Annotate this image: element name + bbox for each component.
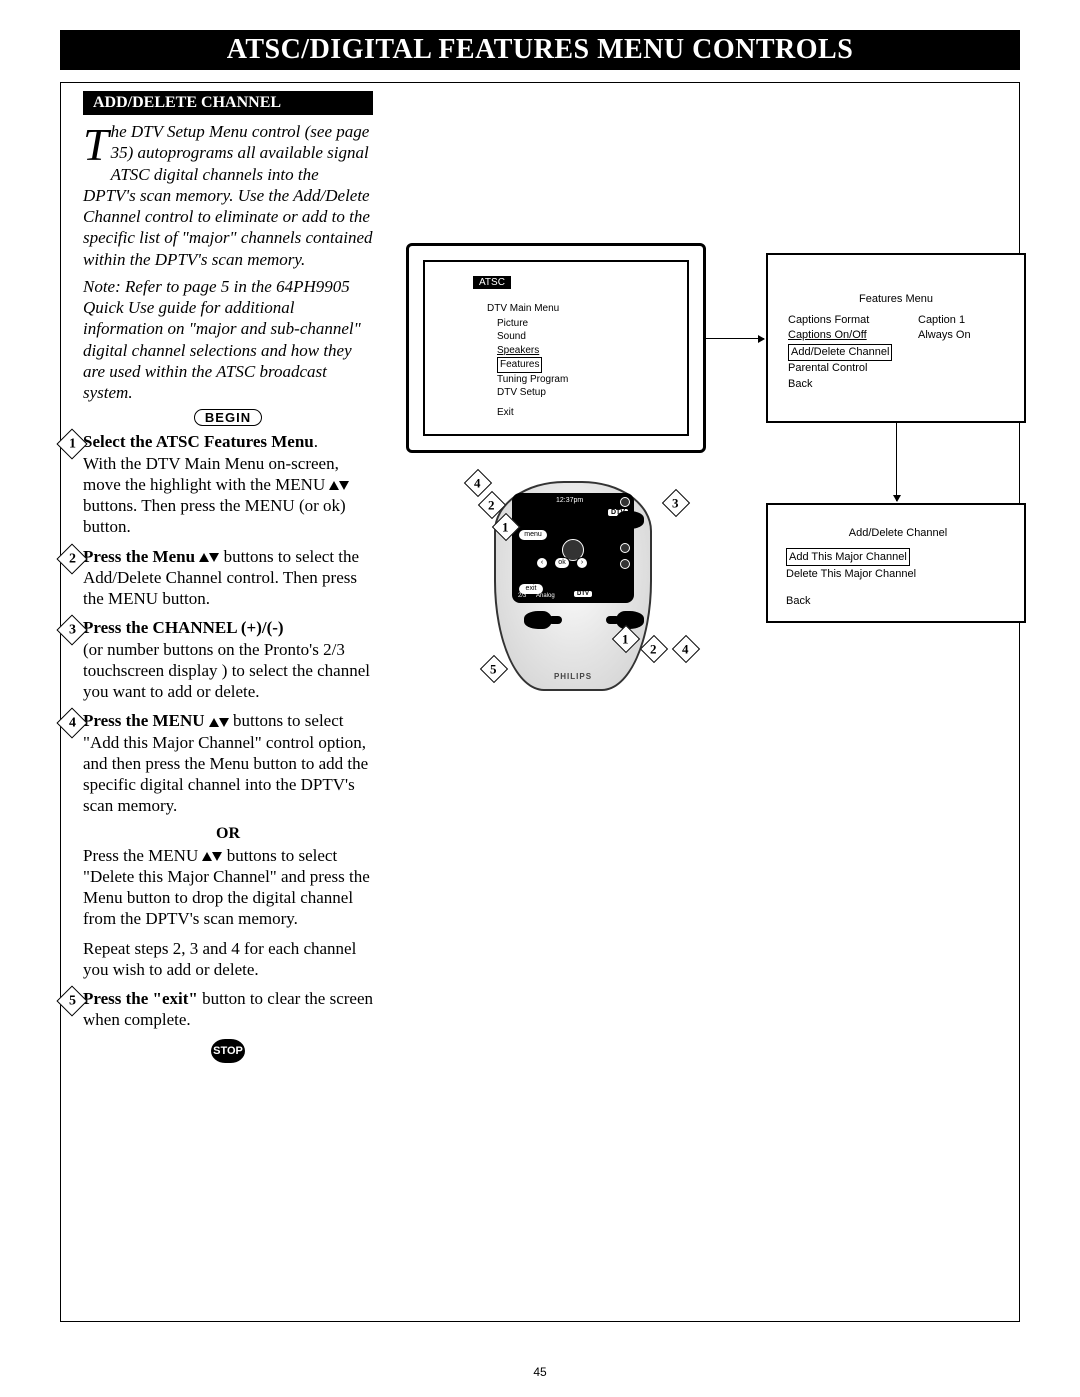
page-number: 45 <box>0 1365 1080 1379</box>
features-menu-title: Features Menu <box>768 293 1024 305</box>
left-button[interactable]: ‹ <box>536 557 548 569</box>
step-1-body: With the DTV Main Menu on-screen, move t… <box>83 454 349 537</box>
tv-menu-header: DTV Main Menu <box>487 302 568 316</box>
step-4-repeat: Repeat steps 2, 3 and 4 for each channel… <box>83 938 373 981</box>
content-frame: ADD/DELETE CHANNEL The DTV Setup Menu co… <box>60 82 1020 1322</box>
note-paragraph: Note: Refer to page 5 in the 64PH9905 Qu… <box>83 276 373 404</box>
adddelete-row: Delete This Major Channel <box>786 566 1028 583</box>
step-1: 1 Select the ATSC Features Menu. With th… <box>83 431 373 537</box>
analog-label: Analog <box>536 593 555 599</box>
tv-menu-item: DTV Setup <box>487 386 568 400</box>
tv-menu-item: Tuning Program <box>487 373 568 387</box>
tv-menu-item: Picture <box>487 317 568 331</box>
step-5-bold: Press the "exit" <box>83 989 198 1008</box>
step-3-body: (or number buttons on the Pronto's 2/3 t… <box>83 640 370 702</box>
ok-button[interactable]: ok <box>554 557 570 569</box>
tv-frame: ATSC DTV Main Menu Picture Sound Speaker… <box>406 243 706 453</box>
features-menu-box: Features Menu Captions FormatCaption 1 C… <box>766 253 1026 423</box>
hand-icon <box>524 611 552 629</box>
callout-4: 4 <box>464 469 492 497</box>
page-title: ATSC/DIGITAL FEATURES MENU CONTROLS <box>60 30 1020 70</box>
step-4-bold: Press the MENU <box>83 711 229 730</box>
adddelete-menu-box: Add/Delete Channel Add This Major Channe… <box>766 503 1026 623</box>
callout-2b: 2 <box>640 635 668 663</box>
right-button[interactable]: › <box>576 557 588 569</box>
adddelete-row: Back <box>786 593 1028 610</box>
adddelete-menu-rows: Add/Delete Channel Add This Major Channe… <box>786 525 1028 609</box>
features-row: Back <box>788 377 971 392</box>
tv-menu-list: DTV Main Menu Picture Sound Speakers Fea… <box>487 302 568 419</box>
section-heading: ADD/DELETE CHANNEL <box>83 91 373 115</box>
step-4: 4 Press the MENU buttons to select "Add … <box>83 710 373 816</box>
callout-3: 3 <box>662 489 690 517</box>
tv-menu-item-selected: Features <box>487 357 568 373</box>
dropcap: T <box>83 125 109 164</box>
step-1-bold: Select the ATSC Features Menu <box>83 432 314 451</box>
features-row-selected: Add/Delete Channel <box>788 344 971 361</box>
arrow-icon <box>896 423 897 501</box>
instructions-column: ADD/DELETE CHANNEL The DTV Setup Menu co… <box>83 91 373 1067</box>
callout-4b: 4 <box>672 635 700 663</box>
remote-illustration: PHILIPS 12:37pm DTV menu ok ‹ › exit 2/3… <box>466 481 686 701</box>
hand-icon <box>616 511 644 529</box>
brand-label: PHILIPS <box>496 672 650 681</box>
adddelete-title: Add/Delete Channel <box>768 525 1028 542</box>
remote-time: 12:37pm <box>556 497 583 504</box>
menu-button[interactable]: menu <box>518 529 548 541</box>
tv-screen: ATSC DTV Main Menu Picture Sound Speaker… <box>423 260 689 436</box>
corner-icon <box>988 32 1018 62</box>
adddelete-row-selected: Add This Major Channel <box>786 548 1028 567</box>
features-row: Parental Control <box>788 361 971 376</box>
channel-up-icon[interactable] <box>620 497 630 507</box>
manual-page: ATSC/DIGITAL FEATURES MENU CONTROLS ADD/… <box>0 0 1080 1397</box>
step-5: 5 Press the "exit" button to clear the s… <box>83 988 373 1031</box>
features-row: Captions FormatCaption 1 <box>788 313 971 328</box>
vol-up-icon[interactable] <box>620 543 630 553</box>
tv-menu-item: Sound <box>487 330 568 344</box>
intro-text: he DTV Setup Menu control (see page 35) … <box>83 122 373 269</box>
step-3-bold: Press the CHANNEL (+)/(-) <box>83 618 284 637</box>
arrow-icon <box>706 338 764 339</box>
tv-menu-item: Speakers <box>487 344 568 358</box>
dtv-label: DTV <box>574 591 592 597</box>
features-row: Captions On/OffAlways On <box>788 328 971 343</box>
step-3: 3 Press the CHANNEL (+)/(-) (or number b… <box>83 617 373 702</box>
step-2: 2 Press the Menu buttons to select the A… <box>83 546 373 610</box>
hand-icon <box>616 611 644 629</box>
illustration-area: ATSC DTV Main Menu Picture Sound Speaker… <box>406 223 1026 743</box>
twothree-label: 2/3 <box>518 593 526 599</box>
begin-badge: BEGIN <box>83 409 373 427</box>
stop-badge: STOP <box>83 1039 373 1063</box>
features-menu-rows: Captions FormatCaption 1 Captions On/Off… <box>788 313 971 392</box>
intro-paragraph: The DTV Setup Menu control (see page 35)… <box>83 121 373 270</box>
or-label: OR <box>83 825 373 843</box>
vol-down-icon[interactable] <box>620 559 630 569</box>
tv-menu-exit: Exit <box>487 406 568 420</box>
step-2-bold: Press the Menu <box>83 547 219 566</box>
remote-screen: 12:37pm DTV menu ok ‹ › exit 2/3 Analog … <box>512 493 634 603</box>
step-4-alt: Press the MENU buttons to select "Delete… <box>83 845 373 930</box>
atsc-tag: ATSC <box>473 276 511 289</box>
